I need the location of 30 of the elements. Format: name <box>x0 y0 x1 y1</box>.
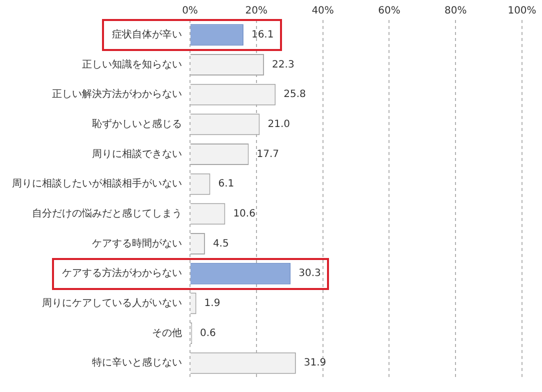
data-label: 4.5 <box>212 238 229 250</box>
data-label: 17.7 <box>256 148 280 160</box>
y-tick-label: 周りに相談したいが相談相手がいない <box>12 178 182 190</box>
x-tick-label: 0% <box>182 6 198 17</box>
x-tick-label: 60% <box>378 6 400 17</box>
x-tick-label: 40% <box>312 6 334 17</box>
data-label: 16.1 <box>251 30 274 41</box>
data-label: 0.6 <box>200 328 216 339</box>
y-tick-label: 周りに相談できない <box>92 148 182 160</box>
y-tick-label: 自分だけの悩みだと感じてしまう <box>32 208 182 220</box>
data-label: 21.0 <box>268 119 290 130</box>
y-tick-label: その他 <box>152 326 182 339</box>
y-tick-label: 正しい知識を知らない <box>82 58 182 70</box>
x-tick-label: 20% <box>245 6 268 17</box>
data-label: 6.1 <box>218 178 234 190</box>
data-label: 22.3 <box>272 59 294 70</box>
data-label: 31.9 <box>304 358 326 369</box>
y-tick-label: 正しい解決方法がわからない <box>52 88 182 100</box>
data-label: 25.8 <box>284 89 306 100</box>
y-tick-label: 特に辛いと感じない <box>92 356 182 369</box>
y-tick-label: 恥ずかしいと感じる <box>92 118 182 130</box>
x-tick-label: 100% <box>508 6 536 17</box>
y-tick-label: ケアする方法がわからない <box>62 267 182 280</box>
data-label: 10.6 <box>233 208 256 220</box>
data-label: 30.3 <box>298 268 321 280</box>
y-tick-label: 周りにケアしている人がいない <box>42 298 182 310</box>
data-label: 1.9 <box>204 298 220 310</box>
y-tick-label: 症状自体が辛い <box>112 28 182 41</box>
y-tick-label: ケアする時間がない <box>92 237 182 250</box>
x-tick-label: 80% <box>444 6 467 17</box>
